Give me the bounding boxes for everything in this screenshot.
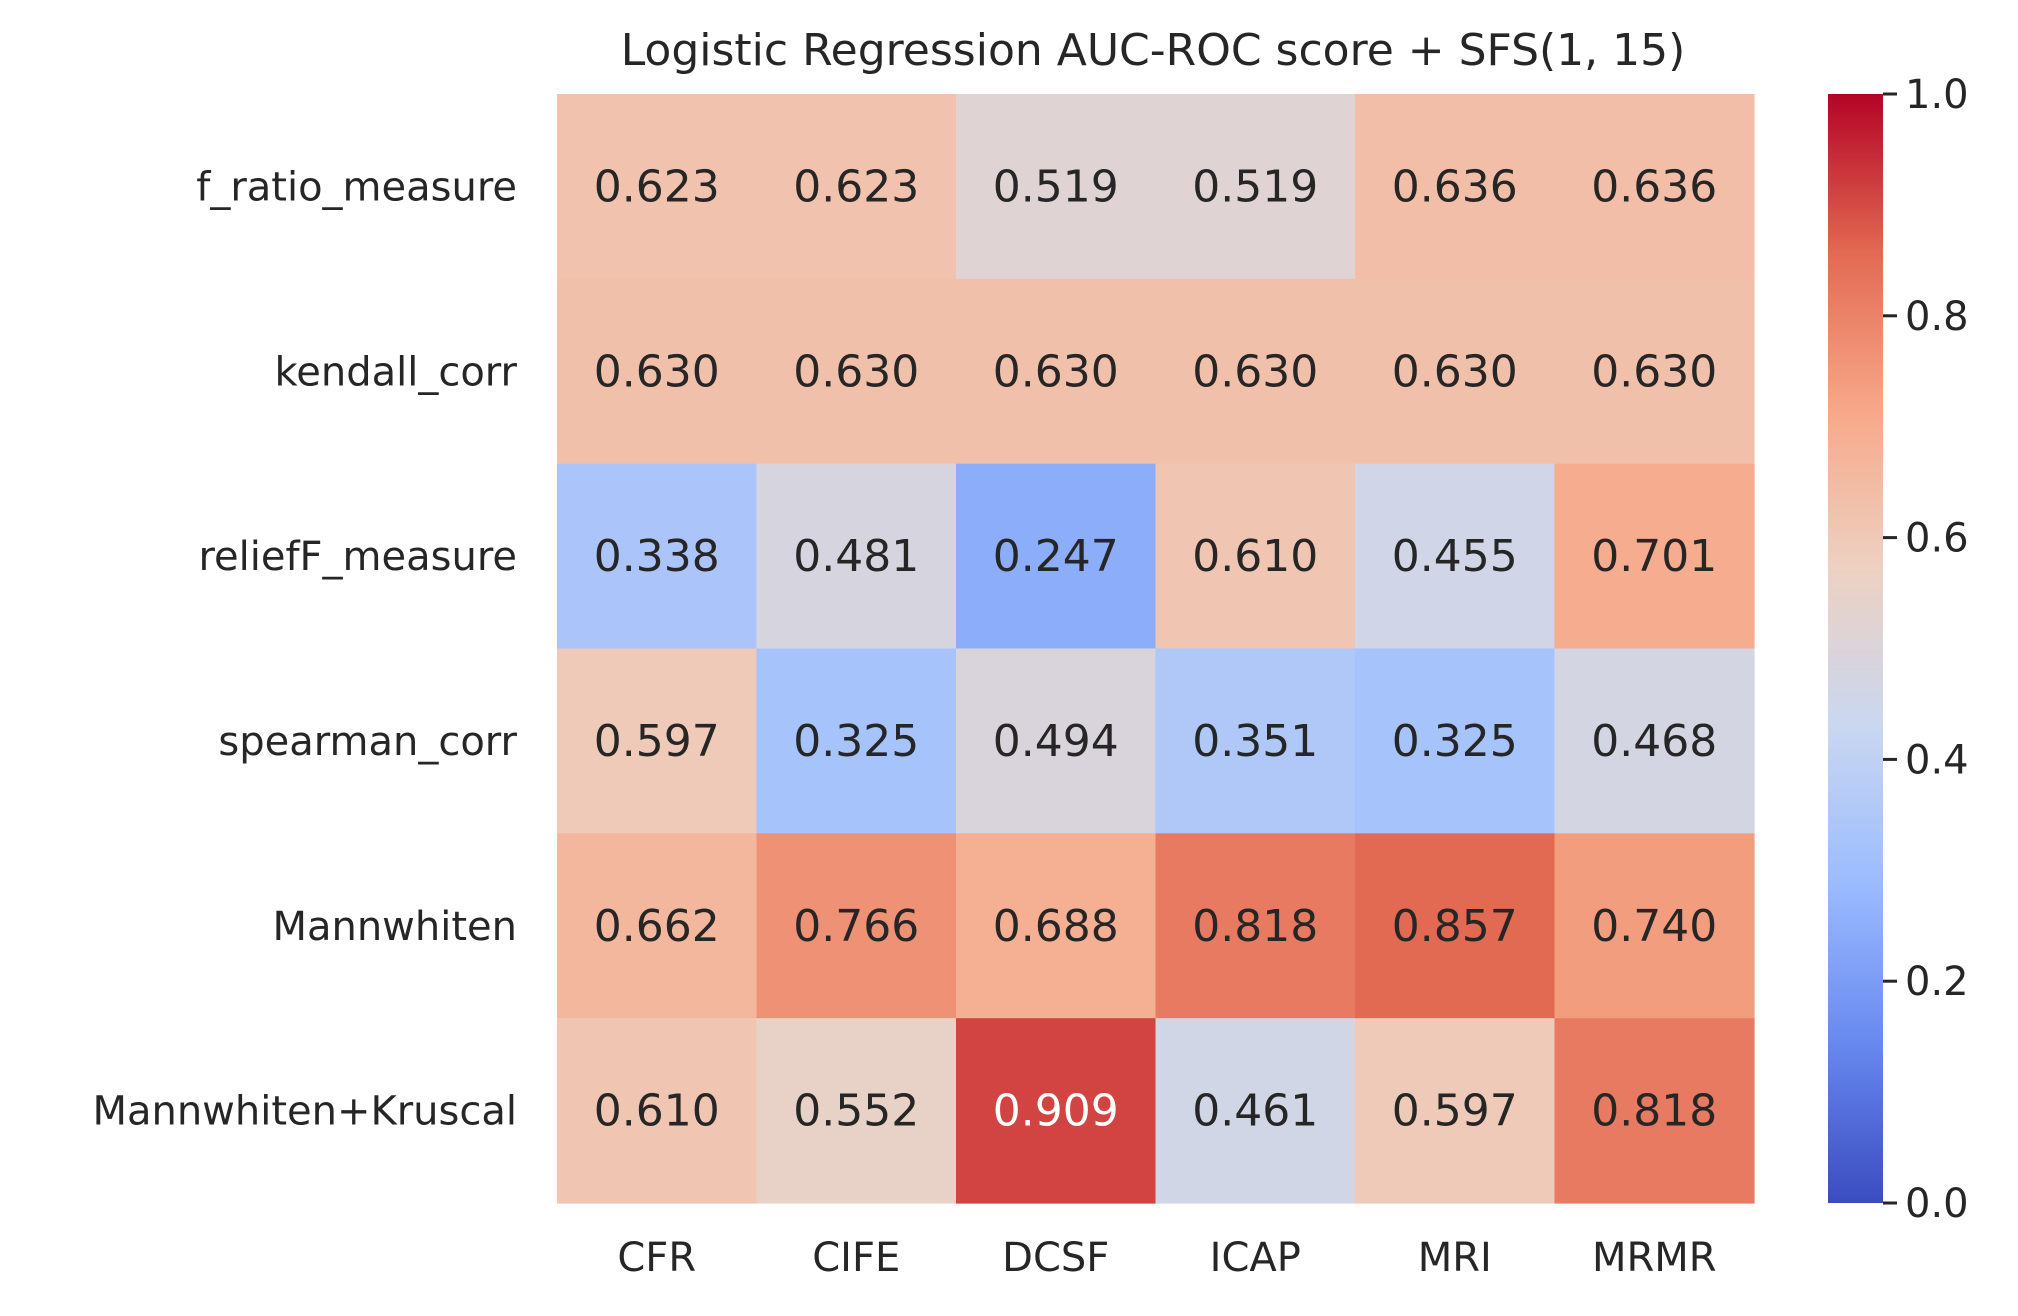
column-label-mri: MRI: [1418, 1235, 1492, 1281]
cell-value-label: 0.468: [1591, 716, 1717, 767]
cell-value-label: 0.818: [1192, 901, 1318, 952]
cell-value-label: 0.630: [1591, 346, 1717, 397]
heatmap-cell-kendall-corr-icap: [1155, 278, 1356, 465]
heatmap-cell-mannwhiten-mrmr: [1554, 833, 1755, 1019]
heatmap-cell-spearman-corr-cfr: [557, 648, 758, 834]
heatmap-cell-mannwhiten-kruscal-dcsf: [956, 1018, 1157, 1204]
colorbar-tick-label: 1.0: [1905, 72, 1969, 118]
heatmap-cell-mannwhiten-kruscal-mri: [1355, 1018, 1556, 1204]
row-label-spearman-corr: spearman_corr: [218, 719, 517, 765]
column-label-mrmr: MRMR: [1592, 1235, 1717, 1281]
heatmap-cell-f-ratio-measure-mri: [1355, 94, 1556, 280]
row-label-relieff-measure: reliefF_measure: [198, 534, 517, 580]
column-label-dcsf: DCSF: [1002, 1235, 1109, 1281]
colorbar-tick-label: 0.4: [1905, 737, 1969, 783]
heatmap-cell-spearman-corr-mrmr: [1554, 648, 1755, 834]
heatmap-cell-mannwhiten-mri: [1355, 833, 1556, 1019]
heatmap-cell-mannwhiten-kruscal-cife: [756, 1018, 957, 1204]
cell-value-label: 0.597: [1392, 1086, 1518, 1137]
cell-value-label: 0.325: [793, 716, 919, 767]
cell-value-label: 0.630: [993, 346, 1119, 397]
heatmap-cell-mannwhiten-kruscal-icap: [1155, 1018, 1356, 1204]
row-label-f-ratio-measure: f_ratio_measure: [196, 164, 517, 210]
cell-value-label: 0.338: [594, 531, 720, 582]
cell-value-label: 0.610: [594, 1086, 720, 1137]
colorbar: [1828, 94, 1883, 1203]
row-label-kendall-corr: kendall_corr: [275, 349, 518, 395]
cell-value-label: 0.461: [1192, 1086, 1318, 1137]
heatmap-cell-mannwhiten-cife: [756, 833, 957, 1019]
cell-value-label: 0.351: [1192, 716, 1318, 767]
cell-value-label: 0.630: [594, 346, 720, 397]
heatmap-cell-mannwhiten-kruscal-mrmr: [1554, 1018, 1755, 1204]
heatmap-cell-relieff-measure-dcsf: [956, 463, 1157, 650]
chart-title: Logistic Regression AUC-ROC score + SFS(…: [621, 25, 1686, 76]
heatmap-cell-spearman-corr-icap: [1155, 648, 1356, 834]
row-tick-labels: f_ratio_measure kendall_corr reliefF_measu…: [92, 164, 517, 1134]
cell-value-label: 0.623: [594, 161, 720, 212]
heatmap-cell-kendall-corr-mrmr: [1554, 278, 1755, 465]
heatmap-cell-relieff-measure-icap: [1155, 463, 1356, 650]
heatmap-cell-kendall-corr-cife: [756, 278, 957, 465]
row-label-mannwhiten-kruscal: Mannwhiten+Kruscal: [92, 1089, 517, 1135]
cell-value-label: 0.455: [1392, 531, 1518, 582]
cell-value-label: 0.636: [1392, 161, 1518, 212]
cell-value-label: 0.630: [1192, 346, 1318, 397]
cell-value-label: 0.688: [993, 901, 1119, 952]
cell-value-label: 0.818: [1591, 1086, 1717, 1137]
colorbar-ticks: 0.0 0.2 0.4 0.6 0.8 1.0: [1883, 72, 1969, 1227]
heatmap-cell-mannwhiten-cfr: [557, 833, 758, 1019]
heatmap-cell-spearman-corr-mri: [1355, 648, 1556, 834]
colorbar-tick-label: 0.8: [1905, 294, 1969, 340]
heatmap-cell-relieff-measure-mri: [1355, 463, 1556, 650]
heatmap-cell-f-ratio-measure-icap: [1155, 94, 1356, 280]
heatmap-cell-labels: 0.623 0.623 0.519 0.519 0.636 0.636 0.630 0.630…: [594, 161, 1717, 1136]
heatmap-cell-f-ratio-measure-mrmr: [1554, 94, 1755, 280]
cell-value-label: 0.481: [793, 531, 919, 582]
cell-value-label: 0.325: [1392, 716, 1518, 767]
column-label-cfr: CFR: [617, 1235, 696, 1281]
cell-value-label: 0.630: [1392, 346, 1518, 397]
heatmap-cell-f-ratio-measure-cife: [756, 94, 957, 280]
colorbar-tick-label: 0.0: [1905, 1181, 1969, 1227]
heatmap-cell-spearman-corr-dcsf: [956, 648, 1157, 834]
cell-value-label: 0.519: [1192, 161, 1318, 212]
heatmap-cell-spearman-corr-cife: [756, 648, 957, 834]
cell-value-label: 0.662: [594, 901, 720, 952]
heatmap-cell-mannwhiten-dcsf: [956, 833, 1157, 1019]
cell-value-label: 0.766: [793, 901, 919, 952]
cell-value-label: 0.636: [1591, 161, 1717, 212]
heatmap-cell-mannwhiten-icap: [1155, 833, 1356, 1019]
heatmap-cell-kendall-corr-mri: [1355, 278, 1556, 465]
cell-value-label: 0.857: [1392, 901, 1518, 952]
column-label-icap: ICAP: [1210, 1235, 1301, 1281]
cell-value-label: 0.597: [594, 716, 720, 767]
cell-value-label: 0.519: [993, 161, 1119, 212]
cell-value-label: 0.247: [993, 531, 1119, 582]
cell-value-label: 0.909: [993, 1086, 1119, 1137]
heatmap-cell-kendall-corr-dcsf: [956, 278, 1157, 465]
cell-value-label: 0.494: [993, 716, 1119, 767]
row-label-mannwhiten: Mannwhiten: [272, 904, 517, 950]
heatmap-cell-relieff-measure-mrmr: [1554, 463, 1755, 650]
heatmap-cell-relieff-measure-cife: [756, 463, 957, 650]
cell-value-label: 0.630: [793, 346, 919, 397]
heatmap-cell-relieff-measure-cfr: [557, 463, 758, 650]
cell-value-label: 0.552: [793, 1086, 919, 1137]
heatmap-cell-f-ratio-measure-cfr: [557, 94, 758, 280]
heatmap-cell-f-ratio-measure-dcsf: [956, 94, 1157, 280]
column-label-cife: CIFE: [812, 1235, 900, 1281]
colorbar-tick-label: 0.2: [1905, 959, 1969, 1005]
column-tick-labels: CFR CIFE DCSF ICAP MRI MRMR: [617, 1235, 1716, 1281]
colorbar-tick-label: 0.6: [1905, 516, 1969, 562]
cell-value-label: 0.701: [1591, 531, 1717, 582]
heatmap-cells: [557, 94, 1755, 1204]
heatmap-cell-mannwhiten-kruscal-cfr: [557, 1018, 758, 1204]
heatmap-cell-kendall-corr-cfr: [557, 278, 758, 465]
cell-value-label: 0.740: [1591, 901, 1717, 952]
cell-value-label: 0.610: [1192, 531, 1318, 582]
cell-value-label: 0.623: [793, 161, 919, 212]
